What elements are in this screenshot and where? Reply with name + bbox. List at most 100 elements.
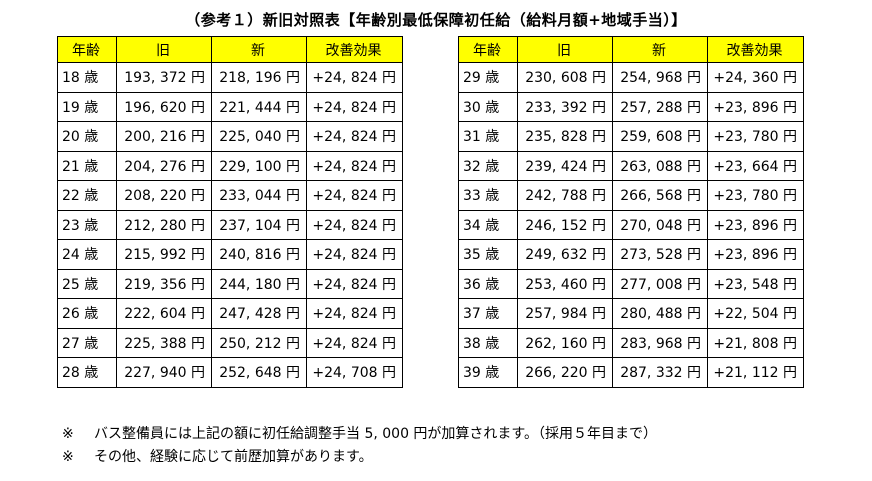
note-item: ※ バス整備員には上記の額に初任給調整手当 5, 000 円が加算されます。（採用…	[62, 423, 657, 446]
cell-diff: +21, 112 円	[707, 357, 804, 388]
cell-new: 259, 608 円	[612, 121, 708, 152]
cell-diff: +24, 824 円	[306, 298, 403, 329]
cell-diff: +23, 780 円	[707, 121, 804, 152]
cell-new: 247, 428 円	[211, 298, 307, 329]
header-old: 旧	[116, 36, 212, 63]
table-row: 25 歳 219, 356 円 244, 180 円 +24, 824 円	[57, 268, 403, 299]
cell-age: 28 歳	[57, 357, 117, 388]
header-diff: 改善効果	[707, 36, 804, 63]
cell-diff: +21, 808 円	[707, 327, 804, 358]
cell-age: 25 歳	[57, 268, 117, 299]
cell-new: 240, 816 円	[211, 239, 307, 270]
table-row: 39 歳 266, 220 円 287, 332 円 +21, 112 円	[458, 357, 804, 388]
cell-old: 246, 152 円	[517, 209, 613, 240]
cell-age: 19 歳	[57, 91, 117, 122]
cell-age: 22 歳	[57, 180, 117, 211]
cell-age: 24 歳	[57, 239, 117, 270]
cell-age: 38 歳	[458, 327, 518, 358]
cell-old: 233, 392 円	[517, 91, 613, 122]
cell-new: 266, 568 円	[612, 180, 708, 211]
cell-new: 250, 212 円	[211, 327, 307, 358]
table-row: 33 歳 242, 788 円 266, 568 円 +23, 780 円	[458, 180, 804, 211]
cell-new: 221, 444 円	[211, 91, 307, 122]
cell-old: 215, 992 円	[116, 239, 212, 270]
cell-old: 242, 788 円	[517, 180, 613, 211]
table-row: 19 歳 196, 620 円 221, 444 円 +24, 824 円	[57, 91, 403, 122]
note-mark: ※	[62, 426, 74, 442]
cell-diff: +24, 824 円	[306, 150, 403, 181]
cell-age: 27 歳	[57, 327, 117, 358]
cell-old: 225, 388 円	[116, 327, 212, 358]
cell-new: 287, 332 円	[612, 357, 708, 388]
cell-age: 29 歳	[458, 62, 518, 93]
cell-age: 26 歳	[57, 298, 117, 329]
cell-old: 266, 220 円	[517, 357, 613, 388]
table-row: 18 歳 193, 372 円 218, 196 円 +24, 824 円	[57, 62, 403, 93]
cell-age: 21 歳	[57, 150, 117, 181]
cell-new: 277, 008 円	[612, 268, 708, 299]
cell-diff: +24, 824 円	[306, 209, 403, 240]
cell-diff: +23, 896 円	[707, 209, 804, 240]
salary-table-right: 年齢 旧 新 改善効果 29 歳 230, 608 円 254, 968 円 +24,…	[458, 36, 804, 388]
cell-new: 244, 180 円	[211, 268, 307, 299]
table-row: 34 歳 246, 152 円 270, 048 円 +23, 896 円	[458, 209, 804, 240]
cell-age: 30 歳	[458, 91, 518, 122]
cell-diff: +24, 824 円	[306, 327, 403, 358]
table-row: 21 歳 204, 276 円 229, 100 円 +24, 824 円	[57, 150, 403, 181]
cell-old: 230, 608 円	[517, 62, 613, 93]
table-header-row: 年齢 旧 新 改善効果	[57, 36, 403, 63]
cell-age: 18 歳	[57, 62, 117, 93]
cell-old: 196, 620 円	[116, 91, 212, 122]
cell-old: 193, 372 円	[116, 62, 212, 93]
page-title: （参考１）新旧対照表【年齢別最低保障初任給（給料月額+地域手当）】	[185, 11, 687, 29]
table-row: 24 歳 215, 992 円 240, 816 円 +24, 824 円	[57, 239, 403, 270]
cell-new: 237, 104 円	[211, 209, 307, 240]
cell-old: 204, 276 円	[116, 150, 212, 181]
table-row: 23 歳 212, 280 円 237, 104 円 +24, 824 円	[57, 209, 403, 240]
header-age: 年齢	[458, 36, 518, 63]
cell-new: 218, 196 円	[211, 62, 307, 93]
header-old: 旧	[517, 36, 613, 63]
header-new: 新	[211, 36, 307, 63]
cell-old: 227, 940 円	[116, 357, 212, 388]
cell-new: 254, 968 円	[612, 62, 708, 93]
cell-age: 35 歳	[458, 239, 518, 270]
cell-diff: +23, 548 円	[707, 268, 804, 299]
cell-new: 252, 648 円	[211, 357, 307, 388]
cell-new: 263, 088 円	[612, 150, 708, 181]
cell-old: 239, 424 円	[517, 150, 613, 181]
cell-diff: +23, 664 円	[707, 150, 804, 181]
cell-diff: +24, 824 円	[306, 121, 403, 152]
cell-age: 32 歳	[458, 150, 518, 181]
table-row: 26 歳 222, 604 円 247, 428 円 +24, 824 円	[57, 298, 403, 329]
cell-new: 270, 048 円	[612, 209, 708, 240]
cell-diff: +24, 360 円	[707, 62, 804, 93]
cell-old: 208, 220 円	[116, 180, 212, 211]
cell-diff: +24, 824 円	[306, 62, 403, 93]
table-header-row: 年齢 旧 新 改善効果	[458, 36, 804, 63]
cell-new: 257, 288 円	[612, 91, 708, 122]
cell-new: 280, 488 円	[612, 298, 708, 329]
header-new: 新	[612, 36, 708, 63]
cell-old: 262, 160 円	[517, 327, 613, 358]
cell-old: 219, 356 円	[116, 268, 212, 299]
note-text: バス整備員には上記の額に初任給調整手当 5, 000 円が加算されます。（採用５…	[94, 426, 658, 442]
table-row: 32 歳 239, 424 円 263, 088 円 +23, 664 円	[458, 150, 804, 181]
cell-diff: +24, 824 円	[306, 268, 403, 299]
table-row: 29 歳 230, 608 円 254, 968 円 +24, 360 円	[458, 62, 804, 93]
cell-new: 229, 100 円	[211, 150, 307, 181]
notes: ※ バス整備員には上記の額に初任給調整手当 5, 000 円が加算されます。（採用…	[62, 423, 657, 469]
cell-age: 23 歳	[57, 209, 117, 240]
cell-age: 37 歳	[458, 298, 518, 329]
cell-diff: +24, 824 円	[306, 239, 403, 270]
cell-old: 235, 828 円	[517, 121, 613, 152]
cell-old: 212, 280 円	[116, 209, 212, 240]
cell-diff: +24, 708 円	[306, 357, 403, 388]
table-row: 38 歳 262, 160 円 283, 968 円 +21, 808 円	[458, 327, 804, 358]
cell-new: 283, 968 円	[612, 327, 708, 358]
cell-old: 257, 984 円	[517, 298, 613, 329]
table-row: 37 歳 257, 984 円 280, 488 円 +22, 504 円	[458, 298, 804, 329]
cell-diff: +23, 780 円	[707, 180, 804, 211]
cell-diff: +23, 896 円	[707, 239, 804, 270]
note-mark: ※	[62, 449, 74, 465]
